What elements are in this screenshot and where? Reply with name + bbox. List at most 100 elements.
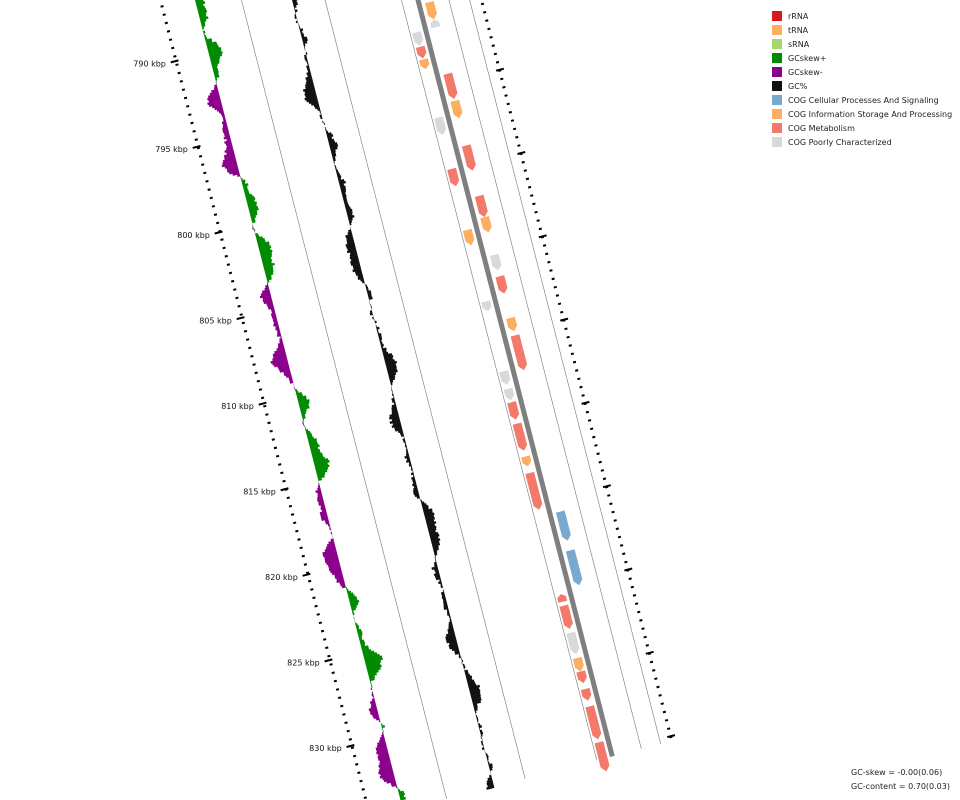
gc-skew-plus-bar	[263, 262, 275, 268]
gc-content-bar	[303, 43, 306, 47]
gc-skew-plus-bar	[311, 450, 321, 456]
major-tick	[495, 67, 505, 72]
minor-tick	[290, 513, 295, 516]
minor-tick	[177, 71, 181, 75]
gc-skew-minus-bar	[207, 95, 221, 101]
gc-content-bar	[390, 384, 392, 388]
gene-feature-arrow	[557, 594, 568, 603]
gc-content-bar	[377, 332, 382, 337]
gc-content-bar	[434, 563, 438, 568]
gc-content-bar	[392, 391, 394, 394]
gc-skew-plus-bar	[249, 210, 258, 215]
gc-skew-minus-bar	[262, 297, 273, 303]
gc-content-bar	[373, 318, 375, 322]
gc-content-bar	[433, 547, 439, 552]
gc-skew-plus-bar	[347, 592, 354, 597]
gc-skew-minus-bar	[327, 561, 340, 568]
gc-content-bar	[446, 608, 449, 612]
gc-content-bar	[334, 165, 337, 168]
gc-skew-plus-bar	[262, 261, 272, 266]
gc-skew-minus-bar	[273, 352, 287, 359]
gc-skew-minus-bar	[324, 553, 338, 559]
kbp-tick-label: 800 kbp	[177, 231, 210, 240]
gc-skew-minus-bar	[390, 781, 397, 785]
gc-skew-minus-bar	[302, 423, 305, 426]
gc-content-bar	[429, 531, 439, 537]
gc-content-bar	[308, 99, 319, 105]
gc-content-bar	[385, 363, 397, 369]
gc-skew-minus-bar	[372, 713, 379, 717]
gc-skew-plus-bar	[205, 38, 213, 43]
gc-skew-minus-bar	[270, 357, 288, 364]
gc-content-bar	[460, 657, 463, 661]
gc-content-bar	[325, 130, 329, 134]
minor-tick	[619, 544, 624, 547]
gc-content-bar	[357, 276, 364, 280]
minor-tick	[521, 160, 525, 164]
gc-content-bar	[440, 585, 443, 589]
gc-skew-minus-bar	[324, 557, 339, 564]
gc-skew-minus-bar	[329, 527, 332, 531]
minor-tick	[534, 210, 538, 214]
gc-content-bar	[465, 675, 473, 680]
kbp-tick-label: 790 kbp	[133, 60, 166, 69]
minor-tick	[523, 169, 528, 172]
gc-content-bar	[440, 591, 445, 595]
gc-content-bar	[349, 225, 351, 228]
minor-tick	[337, 696, 342, 700]
gc-content-bar	[307, 69, 311, 73]
gc-content-bar	[304, 48, 306, 51]
gene-feature-arrow	[425, 1, 437, 20]
minor-tick	[489, 35, 493, 39]
gc-content-bar	[336, 173, 341, 177]
gc-skew-plus-bar	[367, 667, 381, 673]
gc-content-bar	[442, 589, 445, 593]
gc-content-bar	[304, 54, 307, 58]
gc-skew-minus-bar	[216, 107, 224, 112]
minor-tick	[282, 479, 286, 483]
gc-content-bar	[462, 663, 465, 667]
minor-tick	[243, 329, 248, 333]
minor-tick	[493, 52, 498, 56]
minor-tick	[656, 685, 660, 689]
gc-skew-minus-bar	[293, 384, 295, 388]
minor-tick	[160, 5, 164, 8]
gc-skew-plus-bar	[400, 796, 406, 800]
legend-item-cog-cellular: COG Cellular Processes And Signaling	[772, 93, 952, 107]
gc-skew-plus-bar	[349, 598, 358, 603]
gc-content-bar	[331, 153, 337, 158]
gc-skew-minus-bar	[267, 303, 274, 308]
gc-content-bar	[382, 351, 389, 356]
gc-skew-minus-bar	[223, 118, 227, 122]
gc-skew-minus-bar	[334, 572, 343, 577]
gc-skew-minus-bar	[379, 764, 392, 770]
gc-skew-plus-bar	[313, 456, 326, 462]
gc-skew-minus-bar	[277, 342, 284, 346]
gc-skew-minus-bar	[271, 310, 276, 314]
gc-skew-minus-bar	[232, 171, 240, 176]
minor-tick	[564, 327, 568, 331]
minor-tick	[530, 194, 534, 197]
gc-content-bar	[446, 612, 451, 616]
gc-content-bar	[375, 323, 376, 326]
gc-content-bar	[347, 214, 355, 219]
minor-tick	[303, 563, 308, 566]
gc-content-bar	[305, 52, 308, 55]
gc-skew-plus-bar	[198, 9, 208, 15]
gc-skew-plus-bar	[247, 201, 258, 207]
gc-content-bar	[365, 286, 369, 290]
gc-skew-plus-bar	[211, 63, 218, 68]
gc-skew-minus-bar	[259, 293, 271, 299]
gc-content-bar	[295, 20, 298, 24]
gene-feature-arrow	[572, 656, 584, 672]
gc-content-bar	[408, 461, 412, 465]
gc-content-bar	[304, 88, 316, 94]
gc-skew-minus-bar	[382, 774, 395, 781]
gc-content-bar	[375, 325, 378, 328]
gc-content-bar	[295, 11, 297, 15]
guide-ring	[324, 0, 526, 779]
gc-content-bar	[349, 222, 352, 226]
gc-content-bar	[336, 171, 340, 175]
kbp-major-tick	[280, 487, 289, 492]
gc-skew-minus-bar	[268, 306, 275, 310]
